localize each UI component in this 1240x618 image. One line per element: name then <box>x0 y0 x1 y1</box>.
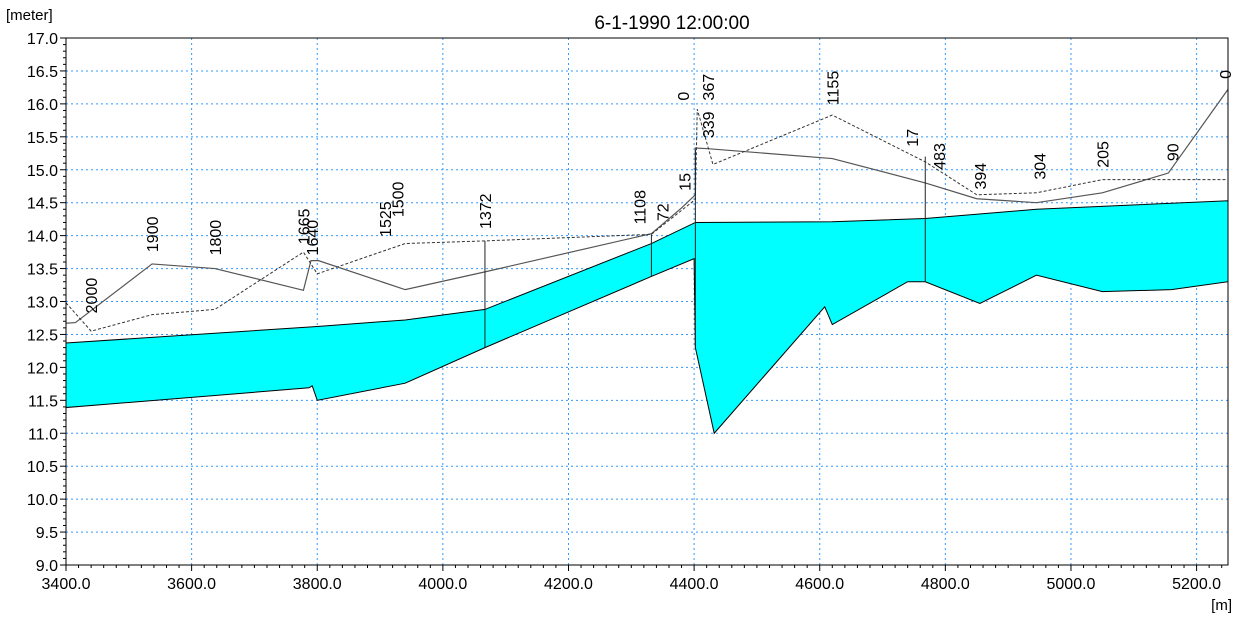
y-tick-label: 12.0 <box>27 360 58 377</box>
y-tick-label: 10.0 <box>27 492 58 509</box>
left-bank-line <box>65 89 1229 324</box>
y-tick-label: 15.5 <box>27 130 58 147</box>
chainage-label: 1155 <box>825 71 842 106</box>
chainage-label: 1665 <box>296 208 313 244</box>
y-tick-label: 13.0 <box>27 295 58 312</box>
chart-title: 6-1-1990 12:00:00 <box>594 13 749 34</box>
x-tick-label: 4600.0 <box>795 576 844 593</box>
water-area <box>65 200 1229 435</box>
y-tick-label: 10.5 <box>27 459 58 476</box>
y-tick-label: 14.5 <box>27 196 58 213</box>
x-axis-ticks: 3400.0 3600.0 3800.0 4000.0 4200.0 4400.0 4600… <box>42 565 1223 593</box>
chainage-label: 1108 <box>632 190 649 225</box>
y-tick-label: 9.5 <box>36 525 58 542</box>
y-tick-label: 15.0 <box>27 163 58 180</box>
chainage-label: 205 <box>1095 141 1112 168</box>
chainage-label: 367 <box>701 74 718 101</box>
chainage-label: 1800 <box>208 220 225 256</box>
chainage-label: 15 <box>678 173 695 191</box>
y-tick-label: 13.5 <box>27 262 58 279</box>
chainage-label: 2000 <box>84 278 101 314</box>
y-tick-label: 17.0 <box>27 31 58 48</box>
water-polygon <box>65 200 1229 435</box>
y-axis-unit: [meter] <box>6 7 53 24</box>
chainage-label: 1640 <box>305 220 322 256</box>
y-tick-label: 14.0 <box>27 229 58 246</box>
chainage-label: 339 <box>701 111 718 138</box>
chainage-label: 17 <box>905 129 922 147</box>
x-tick-label: 4000.0 <box>418 576 467 593</box>
chainage-label: 0 <box>1218 70 1235 79</box>
chainage-label: 72 <box>656 203 673 221</box>
y-tick-label: 16.5 <box>27 64 58 81</box>
chainage-label: 1372 <box>478 193 495 229</box>
y-tick-label: 12.5 <box>27 327 58 344</box>
y-tick-label: 9.0 <box>36 558 58 575</box>
chainage-label: 394 <box>973 163 990 190</box>
y-axis-ticks: 9.0 9.5 10.0 10.5 11.0 11.5 12.0 12.5 13.0 13.5 14… <box>27 31 66 575</box>
x-tick-label: 5000.0 <box>1047 576 1096 593</box>
x-tick-label: 4200.0 <box>544 576 593 593</box>
x-axis-unit: [m] <box>1211 597 1232 614</box>
grid <box>66 38 1228 565</box>
chainage-label: 0 <box>676 92 693 101</box>
y-tick-label: 11.0 <box>28 426 58 443</box>
chainage-label: 90 <box>1166 143 1183 161</box>
x-tick-label: 5200.0 <box>1172 576 1221 593</box>
chainage-label: 304 <box>1033 153 1050 180</box>
chainage-label: 483 <box>932 143 949 170</box>
chainage-label: 1500 <box>391 181 408 217</box>
x-tick-label: 3800.0 <box>293 576 342 593</box>
chainage-label: 1900 <box>145 216 162 252</box>
y-tick-label: 11.5 <box>28 393 58 410</box>
x-tick-label: 3600.0 <box>167 576 216 593</box>
x-tick-label: 3400.0 <box>42 576 91 593</box>
chainage-label: 1525 <box>378 201 395 237</box>
y-tick-label: 16.0 <box>27 97 58 114</box>
x-tick-label: 4800.0 <box>921 576 970 593</box>
x-tick-label: 4400.0 <box>670 576 719 593</box>
